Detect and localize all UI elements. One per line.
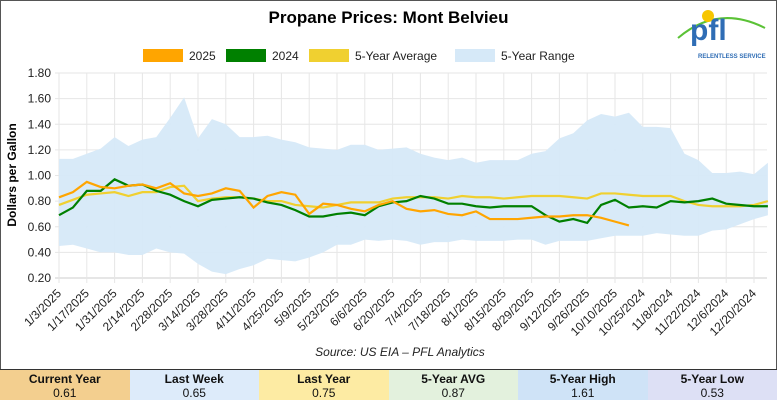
summary-value: 0.87 <box>441 386 465 400</box>
logo-wordmark: pfl <box>690 14 727 47</box>
summary-cell: Last Week 0.65 <box>129 370 259 400</box>
summary-cell: 5-Year Low 0.53 <box>647 370 777 400</box>
legend-label: 5-Year Average <box>355 49 437 63</box>
y-tick-label: 0.60 <box>28 220 52 234</box>
summary-cell: 5-Year High 1.61 <box>518 370 648 400</box>
summary-label: Last Week <box>164 372 224 386</box>
legend-swatch <box>309 49 349 62</box>
chart-title: Propane Prices: Mont Belvieu <box>268 8 509 27</box>
y-tick-label: 0.80 <box>28 194 52 208</box>
legend-swatch <box>226 49 266 62</box>
line-2025 <box>58 180 630 227</box>
summary-value: 0.65 <box>182 386 206 400</box>
summary-value: 0.75 <box>312 386 336 400</box>
summary-cell: Last Year 0.75 <box>259 370 389 400</box>
logo-tagline: RELENTLESS SERVICE <box>698 54 766 60</box>
summary-bar: Current Year 0.61 Last Week 0.65 Last Year 0.… <box>0 369 777 400</box>
legend-item: 2025 <box>143 49 216 63</box>
legend-item: 5-Year Average <box>309 49 437 63</box>
summary-label: 5-Year AVG <box>421 372 486 386</box>
y-tick-label: 1.60 <box>28 92 52 106</box>
y-tick-label: 0.40 <box>28 245 52 259</box>
summary-value: 0.53 <box>700 386 724 400</box>
summary-label: 5-Year High <box>549 372 616 386</box>
y-tick-label: 1.00 <box>28 169 52 183</box>
y-axis-label: Dollars per Gallon <box>5 123 19 226</box>
legend-item: 5-Year Range <box>455 49 575 63</box>
legend-label: 5-Year Range <box>501 49 575 63</box>
summary-cell: Current Year 0.61 <box>0 370 130 400</box>
summary-value: 0.61 <box>53 386 77 400</box>
source-note: Source: US EIA – PFL Analytics <box>315 345 485 359</box>
legend-swatch <box>455 49 495 62</box>
y-tick-label: 1.20 <box>28 143 52 157</box>
summary-label: Last Year <box>297 372 351 386</box>
pfl-logo: pfl RELENTLESS SERVICE <box>677 10 766 60</box>
summary-label: Current Year <box>28 372 101 386</box>
summary-value: 1.61 <box>571 386 595 400</box>
y-tick-label: 0.20 <box>28 271 52 285</box>
y-tick-label: 1.80 <box>28 66 52 80</box>
five-year-average-line <box>58 184 769 209</box>
legend-label: 2024 <box>272 49 299 63</box>
five-year-range-area <box>59 97 768 275</box>
summary-cell: 5-Year AVG 0.87 <box>388 370 518 400</box>
price-chart: 0.200.400.600.801.001.201.401.601.801/3/… <box>5 49 769 359</box>
summary-label: 5-Year Low <box>680 372 744 386</box>
legend-item: 2024 <box>226 49 299 63</box>
legend-label: 2025 <box>189 49 216 63</box>
legend-swatch <box>143 49 183 62</box>
line-2024 <box>58 178 768 225</box>
y-tick-label: 1.40 <box>28 117 52 131</box>
